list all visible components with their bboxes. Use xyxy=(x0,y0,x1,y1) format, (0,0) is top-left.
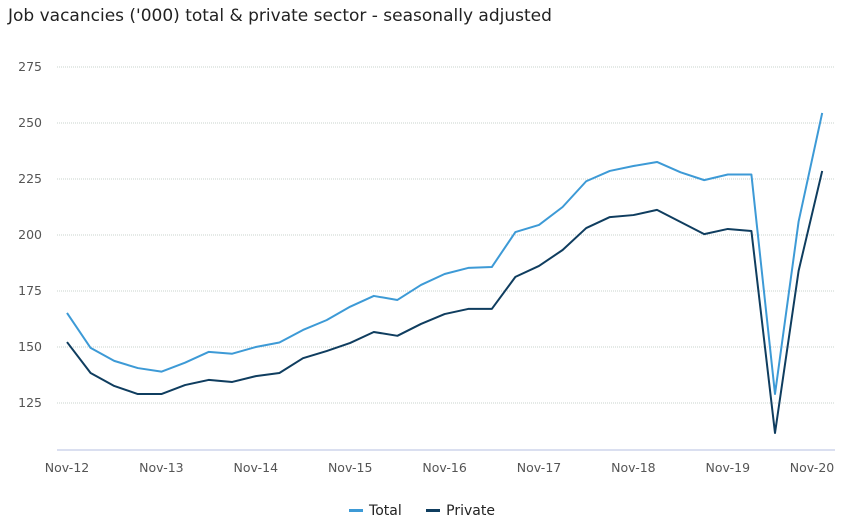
legend-item-private[interactable]: Private xyxy=(426,503,495,519)
x-tick-label: Nov-19 xyxy=(706,460,751,475)
y-tick-label: 275 xyxy=(18,59,42,74)
legend-swatch-private xyxy=(426,509,441,512)
chart-title: Job vacancies ('000) total & private sec… xyxy=(8,6,552,26)
x-tick-label: Nov-17 xyxy=(517,460,561,475)
legend-item-total[interactable]: Total xyxy=(349,503,402,519)
legend-label-total: Total xyxy=(369,502,402,519)
x-tick-label: Nov-18 xyxy=(611,460,656,475)
x-tick-label: Nov-16 xyxy=(422,460,467,475)
x-tick-label: Nov-13 xyxy=(139,460,183,475)
series-line-private xyxy=(66,170,824,435)
legend-swatch-total xyxy=(349,509,364,512)
y-tick-label: 200 xyxy=(18,227,42,242)
legend: Total Private xyxy=(0,500,844,519)
y-tick-label: 250 xyxy=(18,115,42,130)
y-tick-label: 175 xyxy=(18,283,42,298)
series-line-total xyxy=(66,112,824,396)
x-tick-label: Nov-14 xyxy=(234,460,279,475)
x-tick-label: Nov-15 xyxy=(328,460,372,475)
y-tick-label: 225 xyxy=(18,171,42,186)
y-tick-label: 150 xyxy=(18,339,42,354)
y-tick-label: 125 xyxy=(18,395,42,410)
x-tick-label: Nov-20 xyxy=(790,460,835,475)
x-tick-label: Nov-12 xyxy=(45,460,89,475)
legend-label-private: Private xyxy=(446,502,495,519)
